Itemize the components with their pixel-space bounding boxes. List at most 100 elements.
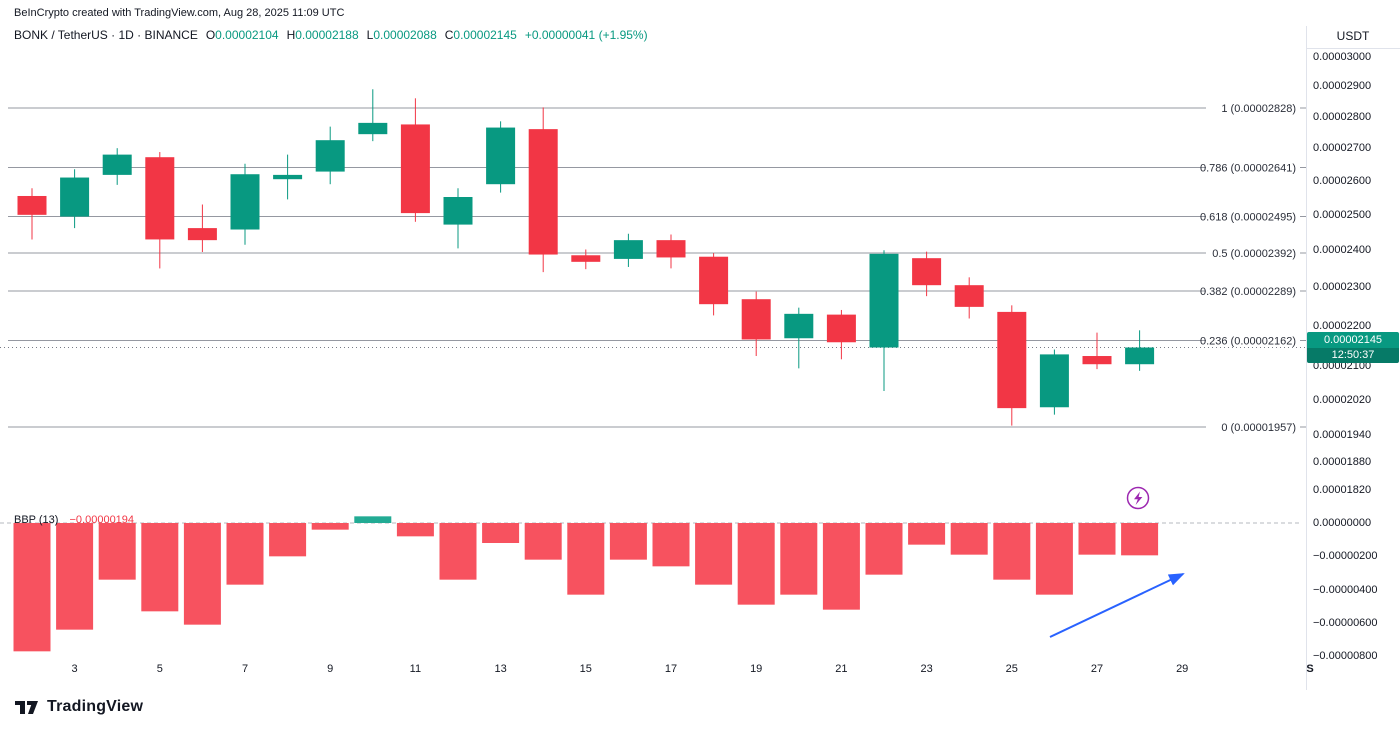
- candle-body: [869, 253, 899, 348]
- last-price-value: 0.00002145: [1307, 331, 1399, 348]
- candle-body: [486, 127, 516, 185]
- time-axis-label[interactable]: 9: [327, 663, 334, 675]
- price-axis-label[interactable]: 0.00002800: [1313, 110, 1372, 123]
- ohlc-key: H: [286, 28, 296, 42]
- bbp-bar: [908, 523, 946, 545]
- candle-body: [528, 129, 558, 255]
- fib-level-label: 0.786 (0.00002641): [1200, 162, 1296, 174]
- time-axis-label[interactable]: 23: [920, 663, 933, 675]
- chart-header: BONK / TetherUS · 1D · BINANCE O0.000021…: [14, 28, 648, 42]
- ohlc-value: 0.00002088: [373, 28, 437, 42]
- price-axis-label[interactable]: 0.00002900: [1313, 80, 1372, 93]
- ohlc-key: O: [205, 28, 216, 42]
- ohlc-key: L: [366, 28, 374, 42]
- price-axis-label[interactable]: 0.00002100: [1313, 359, 1372, 372]
- fib-level-label: 0.618 (0.00002495): [1200, 212, 1296, 224]
- candle-body: [1082, 356, 1112, 365]
- time-axis-label[interactable]: 11: [409, 663, 422, 675]
- bbp-bar: [269, 523, 307, 557]
- time-axis-label[interactable]: 13: [494, 663, 507, 675]
- bbp-indicator-label: BBP (13): [14, 514, 59, 526]
- ohlc-key: C: [444, 28, 454, 42]
- bbp-axis-label[interactable]: 0.00000000: [1313, 517, 1372, 529]
- candle-body: [912, 258, 942, 286]
- bbp-bar: [950, 523, 988, 555]
- candle-body: [741, 299, 771, 340]
- price-axis-label[interactable]: 0.00002700: [1313, 142, 1372, 155]
- candle-body: [699, 256, 729, 305]
- price-axis-header-divider: [1306, 48, 1400, 49]
- tradingview-logo-icon: [15, 701, 38, 714]
- time-axis-label[interactable]: 5: [156, 663, 163, 675]
- ohlc-values: O0.00002104 H0.00002188 L0.00002088 C0.0000…: [198, 28, 517, 42]
- bbp-bar: [780, 523, 818, 595]
- bbp-bar: [993, 523, 1031, 580]
- indicator-legend[interactable]: BBP (13) −0.00000194: [14, 514, 134, 526]
- candle-body: [400, 124, 430, 214]
- tradingview-logo-text: TradingView: [47, 698, 144, 715]
- candle-body: [997, 311, 1027, 409]
- bar-close-countdown: 12:50:37: [1307, 347, 1399, 363]
- symbol-title[interactable]: BONK / TetherUS · 1D · BINANCE: [14, 28, 198, 42]
- time-axis-label[interactable]: S: [1306, 663, 1314, 675]
- fib-level-label: 1 (0.00002828): [1221, 103, 1296, 115]
- bbp-bar: [567, 523, 605, 595]
- bbp-bar: [609, 523, 647, 560]
- fib-level-label: 0 (0.00001957): [1221, 422, 1296, 434]
- bbp-bar: [354, 516, 392, 523]
- price-axis-label[interactable]: 0.00002500: [1313, 208, 1372, 221]
- time-axis-label[interactable]: 3: [71, 663, 78, 675]
- time-axis-label[interactable]: 15: [579, 663, 592, 675]
- time-axis-label[interactable]: 19: [750, 663, 763, 675]
- bbp-bar: [1121, 523, 1159, 556]
- candle-body: [784, 313, 814, 339]
- time-axis-label[interactable]: 17: [664, 663, 678, 675]
- price-axis-label[interactable]: 0.00002200: [1313, 319, 1372, 332]
- time-axis[interactable]: 3 5 7 9 11 13 15 17 19 21 23 25 27 29 S: [0, 661, 1400, 681]
- candle-body: [1039, 354, 1069, 408]
- time-axis-label[interactable]: 27: [1090, 663, 1104, 675]
- time-axis-label[interactable]: 7: [241, 663, 249, 675]
- bbp-bar: [396, 523, 434, 537]
- lightning-bolt-icon[interactable]: [1126, 486, 1150, 510]
- price-axis-separator: [1306, 26, 1307, 690]
- price-axis-label[interactable]: 0.00002020: [1313, 393, 1372, 406]
- price-axis-label[interactable]: 0.00001820: [1313, 483, 1372, 496]
- candle-body: [443, 197, 473, 225]
- bbp-bar: [141, 523, 179, 612]
- price-axis-label[interactable]: 0.00001940: [1313, 428, 1372, 441]
- bbp-indicator-value: −0.00000194: [69, 514, 135, 526]
- candle-body: [1125, 347, 1155, 365]
- price-axis-label[interactable]: 0.00002300: [1313, 281, 1372, 294]
- candle-body: [656, 240, 686, 258]
- candle-body: [826, 314, 856, 343]
- fib-level-label: 0.236 (0.00002162): [1200, 336, 1296, 348]
- bbp-indicator-pane[interactable]: [0, 512, 1306, 662]
- trend-arrow-icon[interactable]: [1049, 573, 1185, 638]
- candle-body: [273, 174, 303, 180]
- candle-body: [358, 122, 388, 135]
- bbp-axis-label[interactable]: −0.00000800: [1313, 650, 1378, 663]
- time-axis-label[interactable]: 21: [835, 663, 848, 675]
- bbp-bar: [439, 523, 477, 580]
- bbp-axis-label[interactable]: −0.00000600: [1313, 617, 1378, 629]
- last-price-tag: 0.00002145 12:50:37: [1307, 331, 1399, 363]
- price-axis-label[interactable]: 0.00002400: [1313, 244, 1372, 257]
- bbp-bar: [695, 523, 733, 585]
- time-axis-label[interactable]: 29: [1176, 663, 1189, 675]
- candle-body: [954, 285, 984, 307]
- price-axis-currency-label[interactable]: USDT: [1336, 29, 1370, 43]
- price-axis-label[interactable]: 0.00003000: [1313, 50, 1372, 63]
- bbp-bar: [183, 523, 221, 625]
- price-chart-pane[interactable]: 1 (0.00002828) 0.786 (0.00002641) 0.618 (0…: [0, 48, 1306, 512]
- bbp-bar: [56, 523, 94, 630]
- price-axis-label[interactable]: 0.00002600: [1313, 174, 1372, 187]
- price-axis-label[interactable]: 0.00001880: [1313, 455, 1372, 468]
- bbp-axis-label[interactable]: −0.00000200: [1313, 550, 1378, 563]
- time-axis-label[interactable]: 25: [1005, 663, 1018, 675]
- bbp-bar: [98, 523, 136, 580]
- candle-body: [102, 154, 132, 175]
- candle-body: [187, 228, 217, 241]
- tradingview-logo[interactable]: TradingView: [14, 697, 143, 717]
- bbp-axis-label[interactable]: −0.00000400: [1313, 583, 1378, 596]
